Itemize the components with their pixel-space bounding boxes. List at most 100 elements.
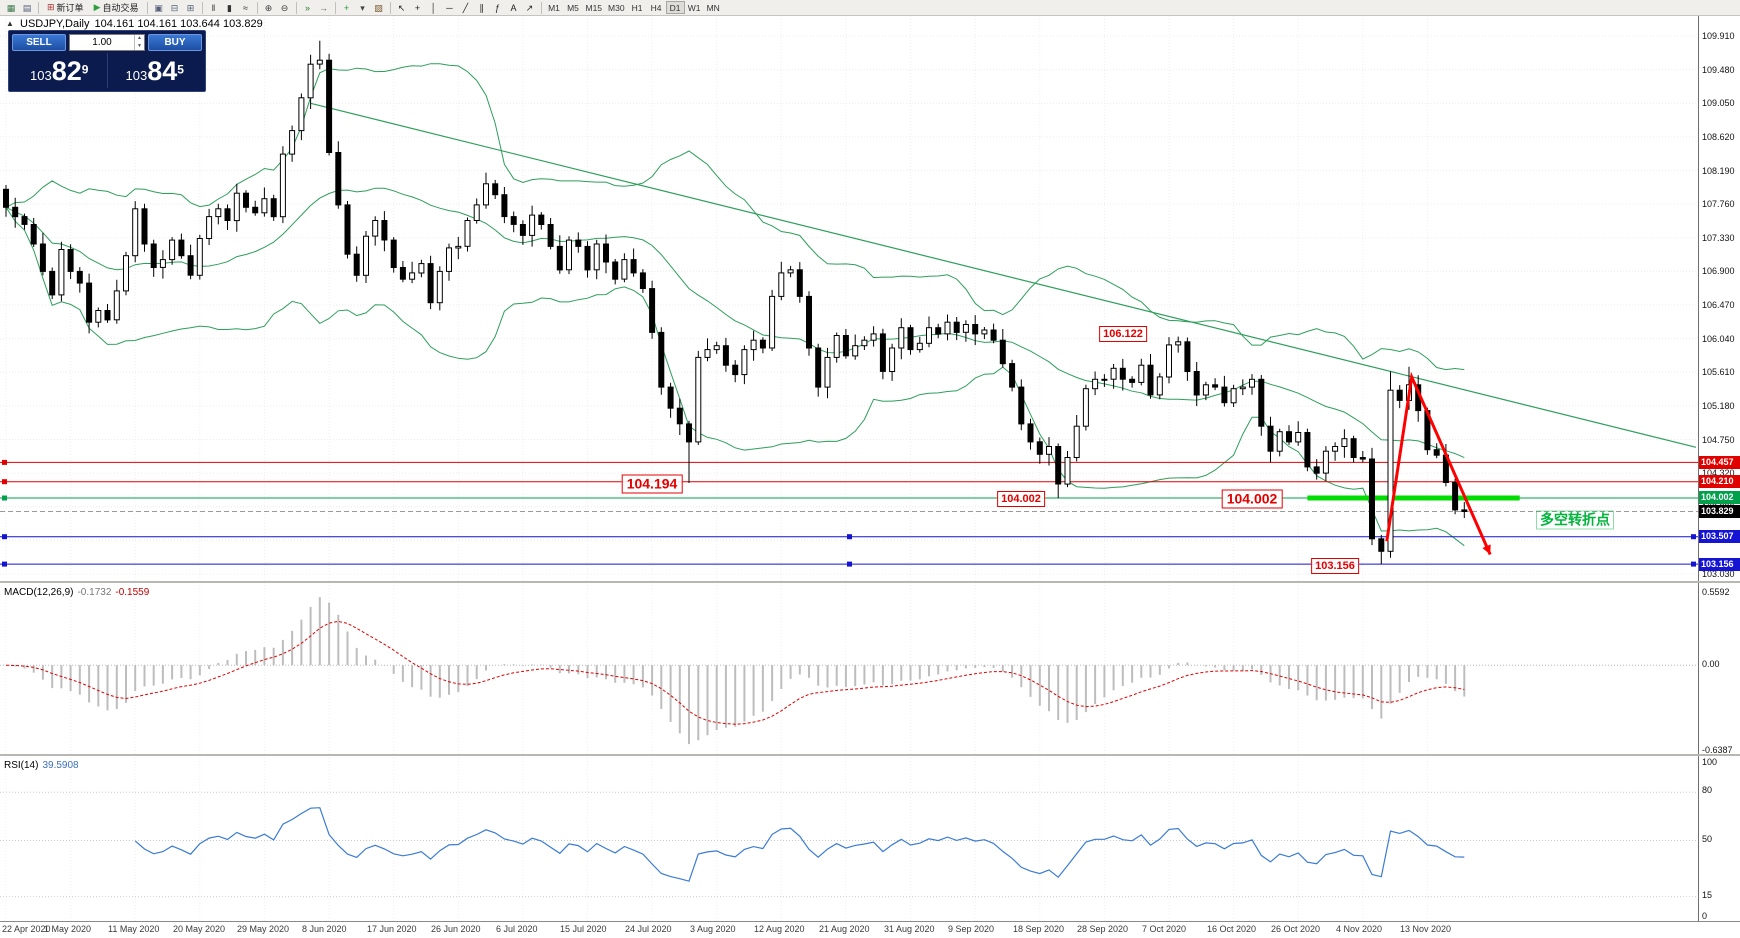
time-axis-label: 11 May 2020 <box>108 924 160 934</box>
tile-horizontally-icon[interactable]: ⊟ <box>167 1 183 15</box>
line-chart-icon: ≈ <box>243 2 248 13</box>
chart-annotation[interactable]: 104.194 <box>621 474 683 494</box>
timeframe-h4-button[interactable]: H4 <box>650 2 662 13</box>
channel-icon[interactable]: ∥ <box>474 1 490 15</box>
rsi-canvas[interactable] <box>0 758 1698 923</box>
time-axis-label: 6 Jul 2020 <box>496 924 538 934</box>
sell-price-display[interactable]: 103829 <box>12 53 107 88</box>
one-click-trade-panel: SELL 1.00 ▲ ▼ BUY 103829 103845 <box>8 30 206 92</box>
timeframe-m5-button[interactable]: M5 <box>567 2 579 13</box>
trendline-icon[interactable]: ╱ <box>458 1 474 15</box>
buy-button[interactable]: BUY <box>148 34 202 51</box>
timeframe-mn-button[interactable]: MN <box>706 2 720 13</box>
new-chart-icon[interactable]: ▦ <box>3 1 19 15</box>
time-axis-label: 26 Jun 2020 <box>431 924 481 934</box>
time-axis-label: 18 Sep 2020 <box>1013 924 1065 934</box>
timeframe-d1-button[interactable]: D1 <box>665 1 685 14</box>
chart-annotations: 106.122 104.194 104.002 104.002 103.156 多空转折点 <box>0 16 1698 581</box>
macd-main-value: -0.1732 <box>77 587 112 598</box>
fibonacci-icon[interactable]: ƒ <box>490 1 506 15</box>
chart-annotation[interactable]: 104.002 <box>1221 489 1283 509</box>
arrows-tool-icon[interactable]: ↗ <box>522 1 538 15</box>
price-chart-canvas[interactable] <box>0 16 1698 581</box>
cursor-icon[interactable]: ↖ <box>394 1 410 15</box>
auto-scroll-icon[interactable]: » <box>300 1 316 15</box>
buy-price-display[interactable]: 103845 <box>106 53 203 88</box>
macd-scale-label: 0.00 <box>1702 659 1720 669</box>
bar-chart-icon[interactable]: ‖ <box>206 1 222 15</box>
volume-down-icon[interactable]: ▼ <box>137 42 142 49</box>
price-scale[interactable]: 109.910 109.480 109.050 108.620 108.190 107.7… <box>1698 16 1740 581</box>
horizontal-levels <box>0 459 1698 567</box>
periods-dropdown-icon: ▾ <box>360 2 365 13</box>
templates-icon: ▨ <box>374 2 383 13</box>
cascade-windows-icon[interactable]: ▣ <box>151 1 167 15</box>
main-chart-panel[interactable]: 106.122 104.194 104.002 104.002 103.156 多空转折点… <box>0 16 1740 581</box>
macd-scale[interactable]: 0.5592 0.00 -0.6387 <box>1698 583 1740 755</box>
time-axis-label: 12 Aug 2020 <box>754 924 805 934</box>
price-scale-label: 104.750 <box>1702 435 1735 445</box>
price-badge: 103.156 <box>1699 558 1740 571</box>
sell-button[interactable]: SELL <box>12 34 66 51</box>
price-scale-label: 107.760 <box>1702 199 1735 209</box>
time-axis-label: 28 Sep 2020 <box>1077 924 1129 934</box>
volume-value[interactable]: 1.00 <box>92 37 112 48</box>
autotrading-button-label: 自动交易 <box>102 3 139 13</box>
macd-signal-line <box>5 620 1465 725</box>
price-scale-label: 108.190 <box>1702 166 1735 176</box>
chart-annotation[interactable]: 多空转折点 <box>1536 510 1614 530</box>
timeframe-h1-button[interactable]: H1 <box>631 2 643 13</box>
macd-canvas[interactable] <box>0 585 1698 756</box>
text-tool-icon[interactable]: A <box>506 1 522 15</box>
profiles-icon: ▤ <box>22 2 32 13</box>
toolbar-separator <box>295 1 297 14</box>
tile-horizontally-icon: ⊟ <box>170 2 179 13</box>
price-scale-label: 109.910 <box>1702 31 1735 41</box>
indicators-icon: + <box>343 2 350 13</box>
trade-panel-collapse-arrow[interactable]: ▲ <box>6 19 14 28</box>
chart-shift-icon[interactable]: → <box>316 1 332 15</box>
macd-panel[interactable]: MACD(12,26,9) -0.1732 -0.1559 0.5592 0.00 -0… <box>0 581 1740 756</box>
trade-panel-prices: 103829 103845 <box>12 53 202 88</box>
tile-vertically-icon[interactable]: ⊞ <box>183 1 199 15</box>
rsi-scale[interactable]: 100 80 50 15 0 <box>1698 756 1740 921</box>
crosshair-icon[interactable]: + <box>410 1 426 15</box>
macd-scale-label: -0.6387 <box>1702 745 1733 755</box>
zoom-out-icon[interactable]: ⊖ <box>277 1 293 15</box>
timeframe-w1-button[interactable]: W1 <box>687 2 701 13</box>
tile-vertically-icon: ⊞ <box>186 2 195 13</box>
indicators-icon[interactable]: + <box>339 1 355 15</box>
profiles-icon[interactable]: ▤ <box>19 1 35 15</box>
periods-dropdown-icon[interactable]: ▾ <box>355 1 371 15</box>
zoom-out-icon: ⊖ <box>280 2 289 13</box>
autotrading-button[interactable]: ▶ 自动交易 <box>89 1 144 15</box>
price-badge: 104.457 <box>1699 456 1740 469</box>
price-scale-label: 105.610 <box>1702 367 1735 377</box>
rsi-header: RSI(14) 39.5908 <box>4 760 79 771</box>
time-axis-label: 4 Nov 2020 <box>1336 924 1383 934</box>
auto-scroll-icon: » <box>304 2 310 13</box>
timeframe-m1-button[interactable]: M1 <box>548 2 560 13</box>
horizontal-line-icon[interactable]: ─ <box>442 1 458 15</box>
timeframe-m15-button[interactable]: M15 <box>585 2 603 13</box>
chart-annotation[interactable]: 104.002 <box>997 491 1045 507</box>
chart-ohlc-header: USDJPY,Daily 104.161 104.161 103.644 103.… <box>20 18 268 30</box>
price-scale-label: 109.050 <box>1702 98 1735 108</box>
line-chart-icon[interactable]: ≈ <box>238 1 254 15</box>
rsi-scale-label: 15 <box>1702 890 1713 900</box>
chart-annotation[interactable]: 106.122 <box>1099 326 1147 342</box>
volume-spinner[interactable]: 1.00 ▲ ▼ <box>69 34 145 51</box>
volume-up-icon[interactable]: ▲ <box>137 35 142 41</box>
timeframe-m30-button[interactable]: M30 <box>608 2 625 13</box>
templates-icon[interactable]: ▨ <box>371 1 387 15</box>
toolbar-separator <box>201 1 203 14</box>
vertical-line-icon[interactable]: │ <box>426 1 442 15</box>
candlestick-chart-icon[interactable]: ▮ <box>222 1 238 15</box>
rsi-panel[interactable]: RSI(14) 39.5908 100 80 50 15 0 <box>0 754 1740 923</box>
price-badge: 103.829 <box>1699 505 1740 518</box>
chart-annotation[interactable]: 103.156 <box>1311 558 1359 574</box>
time-axis-label: 7 Oct 2020 <box>1142 924 1187 934</box>
zoom-in-icon[interactable]: ⊕ <box>261 1 277 15</box>
time-axis[interactable]: 22 Apr 2020 1 May 2020 11 May 2020 20 May 2… <box>0 921 1740 938</box>
new-order-button[interactable]: ⊞ 新订单 <box>42 1 89 15</box>
